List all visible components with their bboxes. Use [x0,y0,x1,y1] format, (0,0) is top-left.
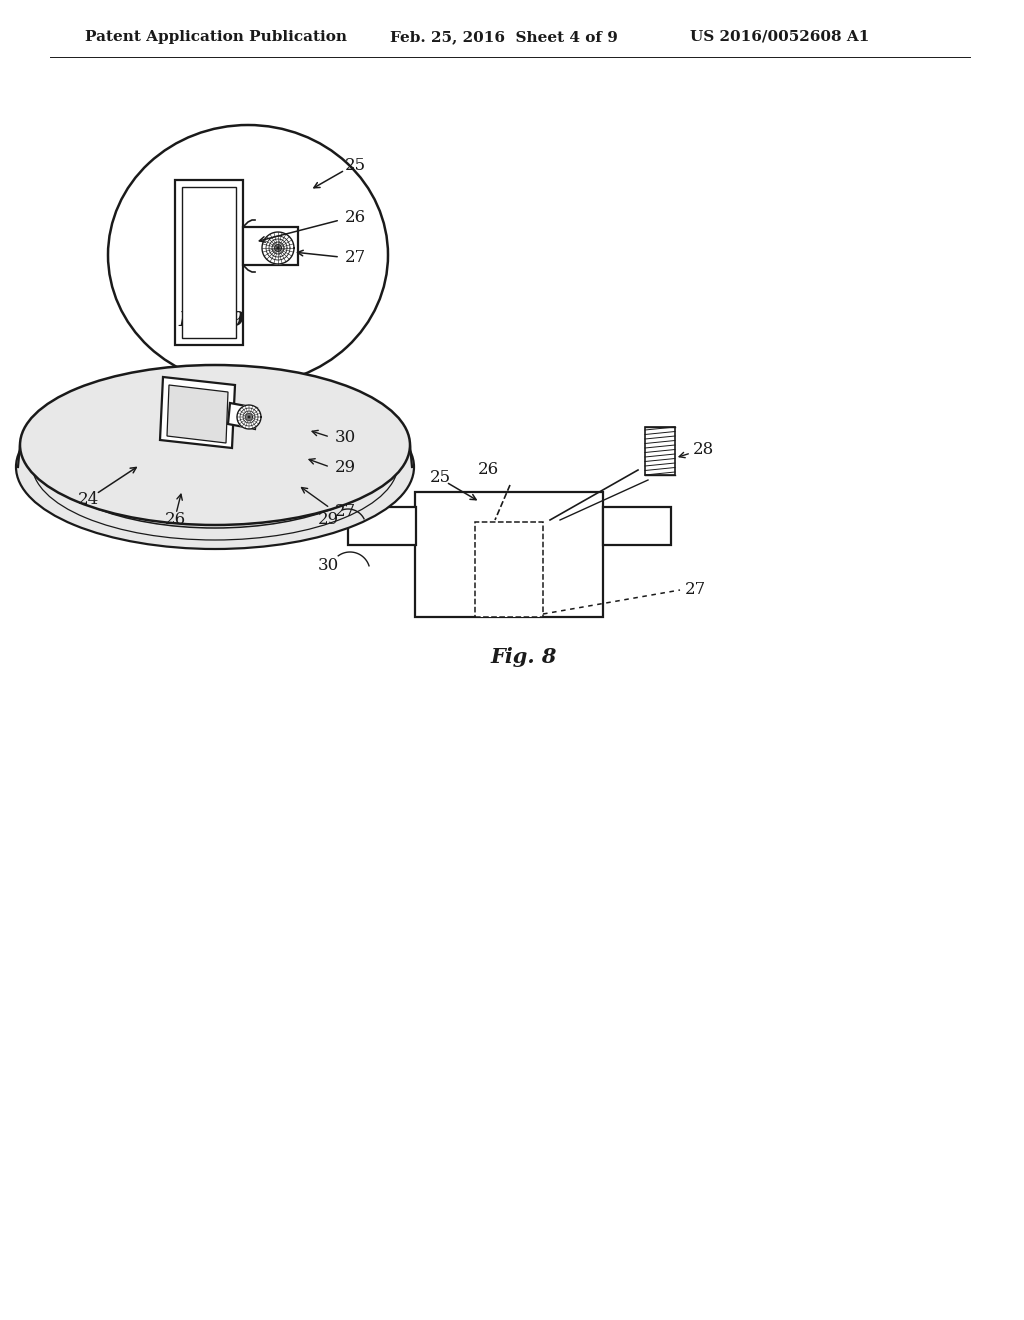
Circle shape [262,232,294,264]
Text: 27: 27 [345,248,367,265]
Ellipse shape [16,385,414,549]
Text: Fig. 8: Fig. 8 [490,647,556,667]
Text: 24: 24 [78,491,99,508]
Text: 29: 29 [335,458,356,475]
Circle shape [237,405,261,429]
Text: US 2016/0052608 A1: US 2016/0052608 A1 [690,30,869,44]
Text: 27: 27 [335,503,356,520]
FancyBboxPatch shape [603,507,671,545]
FancyBboxPatch shape [348,507,416,545]
FancyBboxPatch shape [243,227,298,265]
Text: 25: 25 [430,469,452,486]
Polygon shape [228,403,257,429]
Text: 30: 30 [318,557,339,573]
Ellipse shape [108,125,388,385]
Polygon shape [160,378,234,447]
Text: Fig. 9: Fig. 9 [178,310,245,330]
FancyBboxPatch shape [175,180,243,345]
Text: 25: 25 [345,157,367,173]
Ellipse shape [20,366,410,525]
Text: Feb. 25, 2016  Sheet 4 of 9: Feb. 25, 2016 Sheet 4 of 9 [390,30,617,44]
Text: 29: 29 [318,511,339,528]
Text: 28: 28 [693,441,715,458]
Polygon shape [167,385,228,444]
Text: 26: 26 [165,511,186,528]
FancyBboxPatch shape [475,521,543,616]
Text: 27: 27 [685,582,707,598]
Ellipse shape [42,384,388,528]
Text: 30: 30 [335,429,356,446]
FancyBboxPatch shape [415,492,603,616]
Text: 26: 26 [345,209,367,226]
FancyBboxPatch shape [182,187,236,338]
Text: 26: 26 [477,462,499,479]
Text: Fig. 7: Fig. 7 [215,380,282,400]
Text: Patent Application Publication: Patent Application Publication [85,30,347,44]
FancyBboxPatch shape [645,426,675,475]
